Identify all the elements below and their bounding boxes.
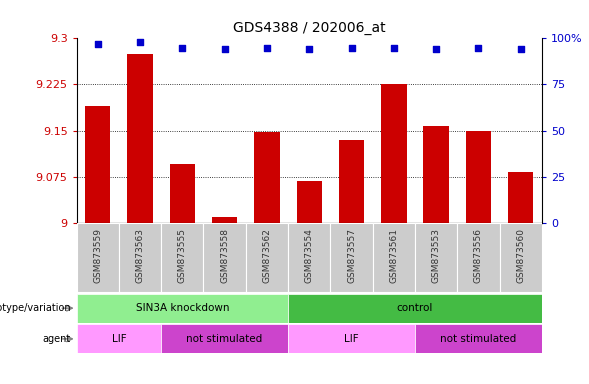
Bar	[170, 164, 195, 223]
Bar	[77, 324, 161, 353]
Text: genotype/variation: genotype/variation	[0, 303, 71, 313]
Text: LIF: LIF	[111, 334, 126, 344]
Text: GSM873558: GSM873558	[220, 228, 229, 283]
Point	[93, 41, 102, 47]
FancyBboxPatch shape	[330, 223, 373, 292]
Point	[474, 45, 483, 51]
Bar	[77, 294, 288, 323]
Point	[178, 45, 187, 51]
Title: GDS4388 / 202006_at: GDS4388 / 202006_at	[233, 21, 386, 35]
Point	[305, 46, 314, 53]
Bar	[508, 172, 534, 223]
FancyBboxPatch shape	[161, 223, 203, 292]
Text: GSM873561: GSM873561	[389, 228, 398, 283]
Point	[389, 45, 399, 51]
Point	[220, 46, 229, 53]
FancyBboxPatch shape	[119, 223, 161, 292]
Text: GSM873557: GSM873557	[347, 228, 356, 283]
Point	[431, 46, 441, 53]
FancyBboxPatch shape	[457, 223, 499, 292]
Text: SIN3A knockdown: SIN3A knockdown	[135, 303, 229, 313]
FancyBboxPatch shape	[203, 223, 246, 292]
Bar	[423, 126, 449, 223]
Text: GSM873559: GSM873559	[93, 228, 102, 283]
Bar	[296, 181, 322, 223]
Text: GSM873563: GSM873563	[135, 228, 144, 283]
Text: GSM873554: GSM873554	[305, 228, 314, 283]
Point	[347, 45, 356, 51]
Point	[262, 45, 272, 51]
FancyBboxPatch shape	[499, 223, 542, 292]
Bar	[288, 324, 415, 353]
Point	[516, 46, 525, 53]
Text: GSM873556: GSM873556	[474, 228, 483, 283]
Text: GSM873553: GSM873553	[432, 228, 441, 283]
Bar	[254, 132, 280, 223]
Text: GSM873560: GSM873560	[516, 228, 525, 283]
FancyBboxPatch shape	[77, 223, 119, 292]
Text: LIF: LIF	[344, 334, 359, 344]
Text: not stimulated: not stimulated	[441, 334, 517, 344]
Bar	[381, 84, 406, 223]
Point	[135, 39, 145, 45]
FancyBboxPatch shape	[246, 223, 288, 292]
Bar	[212, 217, 237, 223]
Text: not stimulated: not stimulated	[187, 334, 263, 344]
FancyBboxPatch shape	[288, 223, 330, 292]
Bar	[415, 324, 542, 353]
Text: control: control	[397, 303, 433, 313]
Bar	[85, 106, 110, 223]
Bar	[288, 294, 542, 323]
Text: GSM873555: GSM873555	[178, 228, 187, 283]
FancyBboxPatch shape	[373, 223, 415, 292]
Bar	[127, 54, 153, 223]
Text: agent: agent	[42, 334, 71, 344]
Bar	[466, 131, 491, 223]
Bar	[339, 140, 364, 223]
Bar	[161, 324, 288, 353]
Text: GSM873562: GSM873562	[263, 228, 272, 283]
FancyBboxPatch shape	[415, 223, 457, 292]
